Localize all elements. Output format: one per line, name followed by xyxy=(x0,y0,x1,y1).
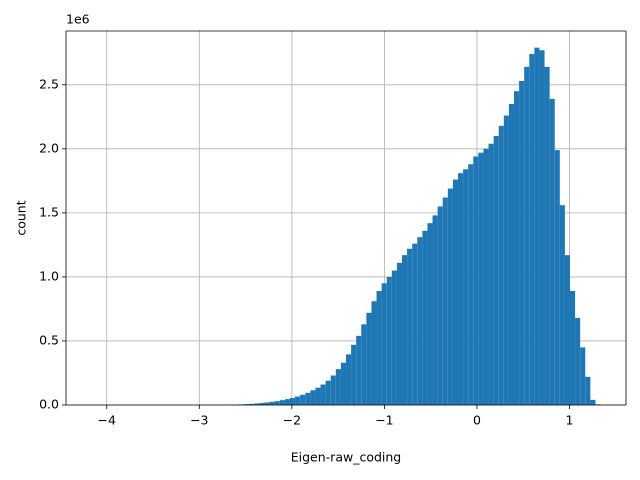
bar xyxy=(376,291,382,405)
bar xyxy=(488,143,494,405)
bar xyxy=(396,262,402,405)
bar xyxy=(590,399,596,405)
bar xyxy=(570,291,576,405)
y-axis-label: count xyxy=(14,200,29,235)
bar xyxy=(493,136,499,405)
x-axis-label: Eigen-raw_coding xyxy=(291,450,402,465)
bar xyxy=(447,188,453,405)
bar xyxy=(254,403,260,405)
bar xyxy=(315,387,321,405)
bar xyxy=(340,362,346,405)
bar xyxy=(544,66,550,406)
bar xyxy=(427,223,433,405)
bar xyxy=(366,312,372,405)
bar xyxy=(320,384,326,405)
bar xyxy=(508,104,514,406)
bar xyxy=(402,255,408,405)
bar xyxy=(361,324,367,405)
bar xyxy=(325,380,331,405)
bar xyxy=(335,369,341,405)
bar xyxy=(346,354,352,405)
bar xyxy=(529,54,535,405)
bar xyxy=(463,169,469,405)
y-tick-label: 1.5 xyxy=(39,204,59,219)
x-tick-label: −2 xyxy=(283,413,301,428)
bar xyxy=(452,179,458,405)
y-tick-label: 1.0 xyxy=(39,268,59,283)
bar xyxy=(468,164,474,405)
bar xyxy=(514,91,520,405)
bar xyxy=(295,396,301,405)
bar xyxy=(284,399,290,405)
bar xyxy=(279,400,285,405)
bar xyxy=(386,276,392,405)
bar xyxy=(351,344,357,405)
bar xyxy=(371,301,377,405)
bar xyxy=(539,50,545,405)
bar xyxy=(442,197,448,405)
y-tick-label: 2.0 xyxy=(39,140,59,155)
bar xyxy=(407,248,413,405)
bar xyxy=(524,66,530,406)
bar xyxy=(503,115,509,406)
bar xyxy=(305,392,311,405)
bar xyxy=(274,401,280,405)
bar xyxy=(330,375,336,405)
bar xyxy=(549,98,555,406)
bar xyxy=(422,230,428,405)
x-tick-label: 0 xyxy=(473,413,481,428)
bar xyxy=(244,404,250,405)
x-tick-label: 1 xyxy=(566,413,574,428)
bar xyxy=(564,255,570,405)
bar xyxy=(264,402,270,405)
x-tick-label: −4 xyxy=(98,413,116,428)
bar xyxy=(432,215,438,405)
bar xyxy=(580,347,586,405)
bar xyxy=(259,403,265,405)
bar xyxy=(534,47,540,405)
bar xyxy=(483,148,489,405)
x-tick-label: −3 xyxy=(190,413,208,428)
x-tick-label: −1 xyxy=(375,413,393,428)
bar xyxy=(391,270,397,405)
bar xyxy=(356,335,362,405)
bar xyxy=(519,80,525,405)
bar xyxy=(585,376,591,405)
bar xyxy=(249,403,255,405)
y-tick-label: 0.0 xyxy=(39,397,59,412)
y-tick-label: 2.5 xyxy=(39,76,59,91)
bar xyxy=(412,243,418,405)
bar xyxy=(300,394,306,405)
bar xyxy=(478,152,484,405)
bar xyxy=(437,206,443,405)
bar xyxy=(310,390,316,405)
bar xyxy=(269,401,275,405)
bar xyxy=(417,237,423,405)
bar xyxy=(473,156,479,405)
bar xyxy=(498,125,504,405)
bar xyxy=(458,173,464,405)
bar xyxy=(290,397,296,405)
y-offset-label: 1e6 xyxy=(66,12,90,27)
y-tick-label: 0.5 xyxy=(39,332,59,347)
bar xyxy=(381,283,387,405)
bar xyxy=(554,150,560,405)
bar xyxy=(575,317,581,405)
bar xyxy=(559,205,565,405)
